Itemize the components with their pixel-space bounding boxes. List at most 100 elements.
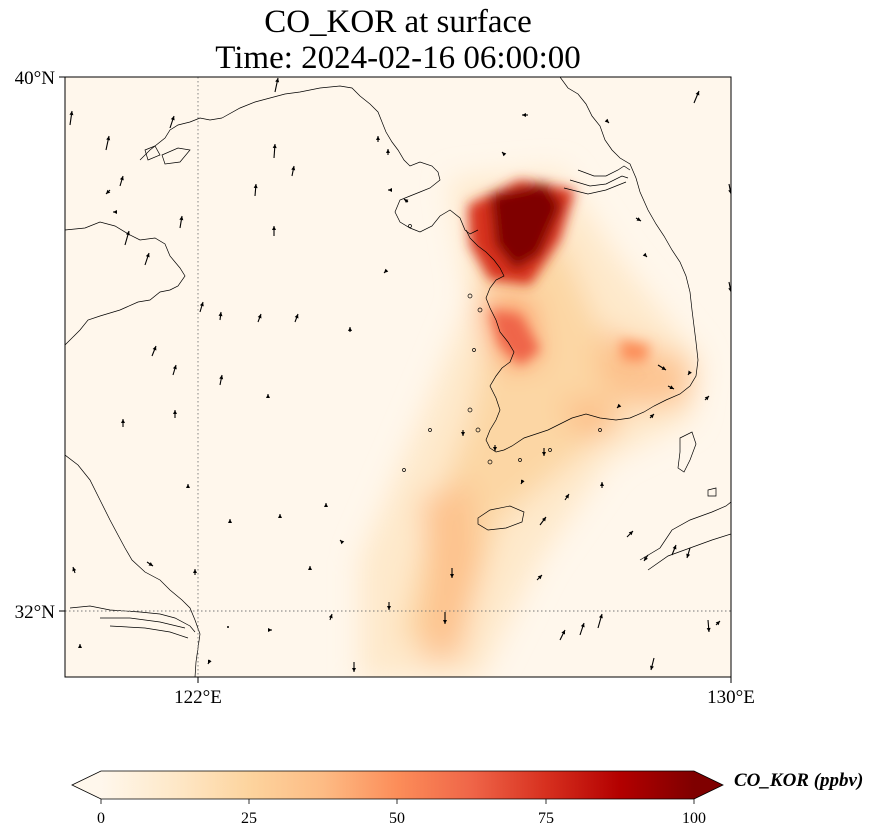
wind-vector-head [69,111,74,116]
colorbar: 0 25 50 75 100 [71,770,724,827]
colorbar-extend-max [694,771,723,799]
map-title-line1: CO_KOR at surface [264,4,532,40]
wind-vector-head [695,91,700,96]
wind-vector-head [461,432,465,436]
wind-vector-head [253,184,258,189]
plume-diffuse [360,170,700,677]
wind-vector-head [173,410,177,414]
wind-vector-head [72,567,77,572]
wind-vector-head [219,375,224,380]
wind-vector-head [272,144,277,149]
wind-vector-head [179,216,184,221]
wind-vector-head [715,621,720,626]
colorbar-label: CO_KOR (ppbv) [734,770,864,791]
wind-vector-head [672,545,677,550]
wind-vector-head [294,314,299,319]
wind-vector-head [152,346,157,351]
wind-vector-head [704,396,709,401]
wind-vector-head [450,574,454,578]
lat-tick-label-32: 32°N [15,602,56,623]
wind-vector-head [688,370,692,375]
wind-vector-head [561,630,565,635]
wind-vector-head [542,452,546,456]
wind-vector-head [106,136,111,141]
wind-vector-head [218,312,223,317]
lon-tick-label-130: 130°E [707,687,755,708]
colorbar-extend-min [72,771,101,799]
wind-vector-head [121,419,125,423]
small-islands [402,224,602,472]
wind-vector-head [493,447,497,451]
wind-vector-head [266,394,270,398]
wind-vector-head [268,628,272,632]
wind-vector-head [208,659,212,664]
wind-vector-head [257,314,262,319]
wind-vector-head [125,231,130,236]
axis-tick-marks [59,76,732,683]
wind-vector-head [502,152,507,157]
wind-vector-head [604,118,609,123]
coastlines [65,77,731,677]
wind-vector-head [636,217,641,221]
colorbar-tick-50: 50 [389,810,405,827]
colorbar-tick-100: 100 [682,810,706,827]
lat-tick-label-40: 40°N [15,68,56,89]
wind-vector-head [291,166,296,171]
colorbar-tick-0: 0 [97,810,105,827]
wind-vector-head [669,385,674,389]
lon-tick-label-122: 122°E [174,687,222,708]
map-title-line2: Time: 2024-02-16 06:00:00 [215,40,581,76]
wind-vector-head [650,665,654,670]
wind-vector-calm [227,626,229,628]
wind-vector-head [706,627,711,632]
wind-vector-head [728,287,731,292]
wind-vector-head [686,553,691,558]
wind-vector-head [443,620,447,624]
colorbar-tick-25: 25 [241,810,257,827]
wind-vector-head [617,403,622,408]
wind-vector-head [148,562,153,566]
wind-vector-head [308,566,312,570]
co-concentration-field [360,170,700,677]
wind-vector-head [78,644,82,648]
wind-vectors [69,77,731,672]
plume-core [468,180,650,365]
wind-vector-head [193,569,197,573]
wind-vector-head [272,226,276,230]
wind-vector-head [170,116,175,121]
wind-vector-head [352,668,356,672]
wind-vector-head [404,199,409,203]
wind-vector-head [649,414,654,419]
wind-vector-head [275,78,280,83]
wind-vector-head [199,302,204,307]
wind-vector-head [228,519,232,523]
wind-vector-head [348,327,352,331]
wind-vector-head [542,517,546,522]
wind-vector-head [728,189,731,194]
wind-vector-head [376,136,380,140]
wind-vector-head [522,113,526,117]
wind-vector-head [565,494,569,499]
wind-vector-head [186,484,190,488]
wind-vector-head [537,575,542,580]
wind-vector-head [278,514,282,518]
colorbar-gradient [101,771,694,799]
wind-vector-head [628,531,633,536]
wind-vector-head [388,188,392,192]
wind-vector-head [106,189,111,194]
wind-vector-head [580,623,585,628]
wind-vector-head [598,614,603,619]
gridlines [65,77,731,677]
wind-vector-head [119,176,124,181]
wind-vector-head [644,556,648,561]
wind-vector-head [642,252,647,257]
wind-vector-head [386,149,390,153]
colorbar-tick-75: 75 [538,810,554,827]
map-frame [64,76,732,678]
wind-vector-head [113,210,117,214]
wind-vector-head [324,503,328,507]
wind-vector-head [172,365,177,370]
wind-vector-head [600,482,604,486]
wind-vector-head [328,614,333,619]
